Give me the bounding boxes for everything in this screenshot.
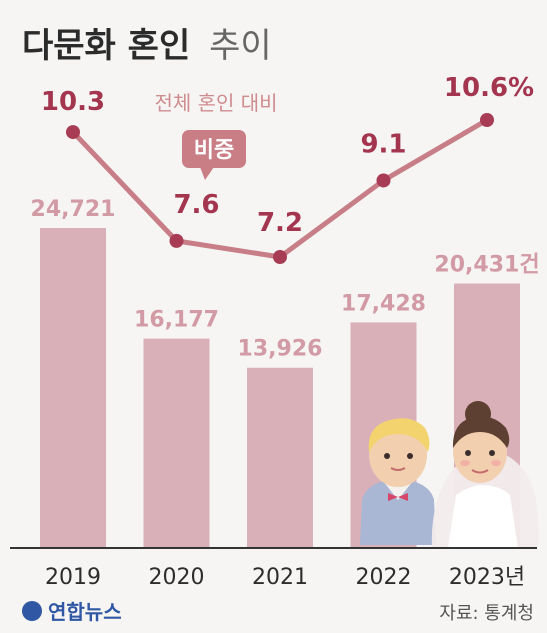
chart-title: 다문화 혼인 추이 — [22, 26, 272, 66]
callout-text: 비중 — [194, 138, 234, 163]
x-axis: 2019 2020 2021 2022 2023년 — [10, 547, 537, 590]
x-tick-label: 2019 — [45, 565, 101, 590]
couple-illustration — [360, 401, 539, 548]
callout-box — [182, 130, 246, 168]
line-value-label: 7.6 — [173, 190, 219, 220]
logo-mark — [22, 601, 42, 621]
x-tick-label: 2023년 — [449, 565, 525, 590]
bar-value-label: 20,431건 — [434, 253, 539, 278]
line-value-label: 10.3 — [41, 87, 105, 117]
line-value-label: 9.1 — [360, 129, 406, 159]
callout-bubble: 비중 — [182, 130, 246, 180]
bar-2020 — [143, 338, 210, 548]
brand-logo: 연합뉴스 — [22, 600, 122, 624]
line-point — [273, 250, 287, 264]
source-text: 자료: 통계청 — [439, 603, 534, 624]
x-tick-label: 2020 — [149, 565, 205, 590]
groom-illustration — [360, 418, 436, 545]
title-main: 다문화 혼인 — [22, 26, 190, 66]
line-point — [66, 125, 80, 140]
line-value-label: 7.2 — [257, 208, 303, 238]
line-point — [169, 233, 184, 248]
callout-tail — [200, 167, 214, 180]
bar-2019 — [40, 228, 106, 548]
bar-2021 — [247, 367, 313, 548]
line-value-label: 10.6% — [444, 73, 534, 103]
x-tick-label: 2021 — [252, 565, 308, 590]
x-tick-label: 2022 — [356, 565, 412, 590]
line-point — [480, 113, 494, 127]
logo-text: 연합뉴스 — [48, 600, 122, 624]
bar-value-label: 24,721 — [31, 197, 116, 222]
bar-value-label: 16,177 — [134, 308, 219, 333]
title-sub: 추이 — [209, 26, 272, 66]
line-point — [376, 173, 391, 188]
bar-value-label: 17,428 — [341, 291, 426, 316]
bar-series: 24,721 16,177 13,926 17,428 20,431건 — [31, 197, 540, 548]
bar-value-label: 13,926 — [238, 337, 323, 362]
line-note-label: 전체 혼인 대비 — [154, 91, 277, 115]
line-series: 10.3 7.6 7.2 9.1 10.6% — [41, 73, 534, 264]
bride-illustration — [431, 401, 539, 548]
